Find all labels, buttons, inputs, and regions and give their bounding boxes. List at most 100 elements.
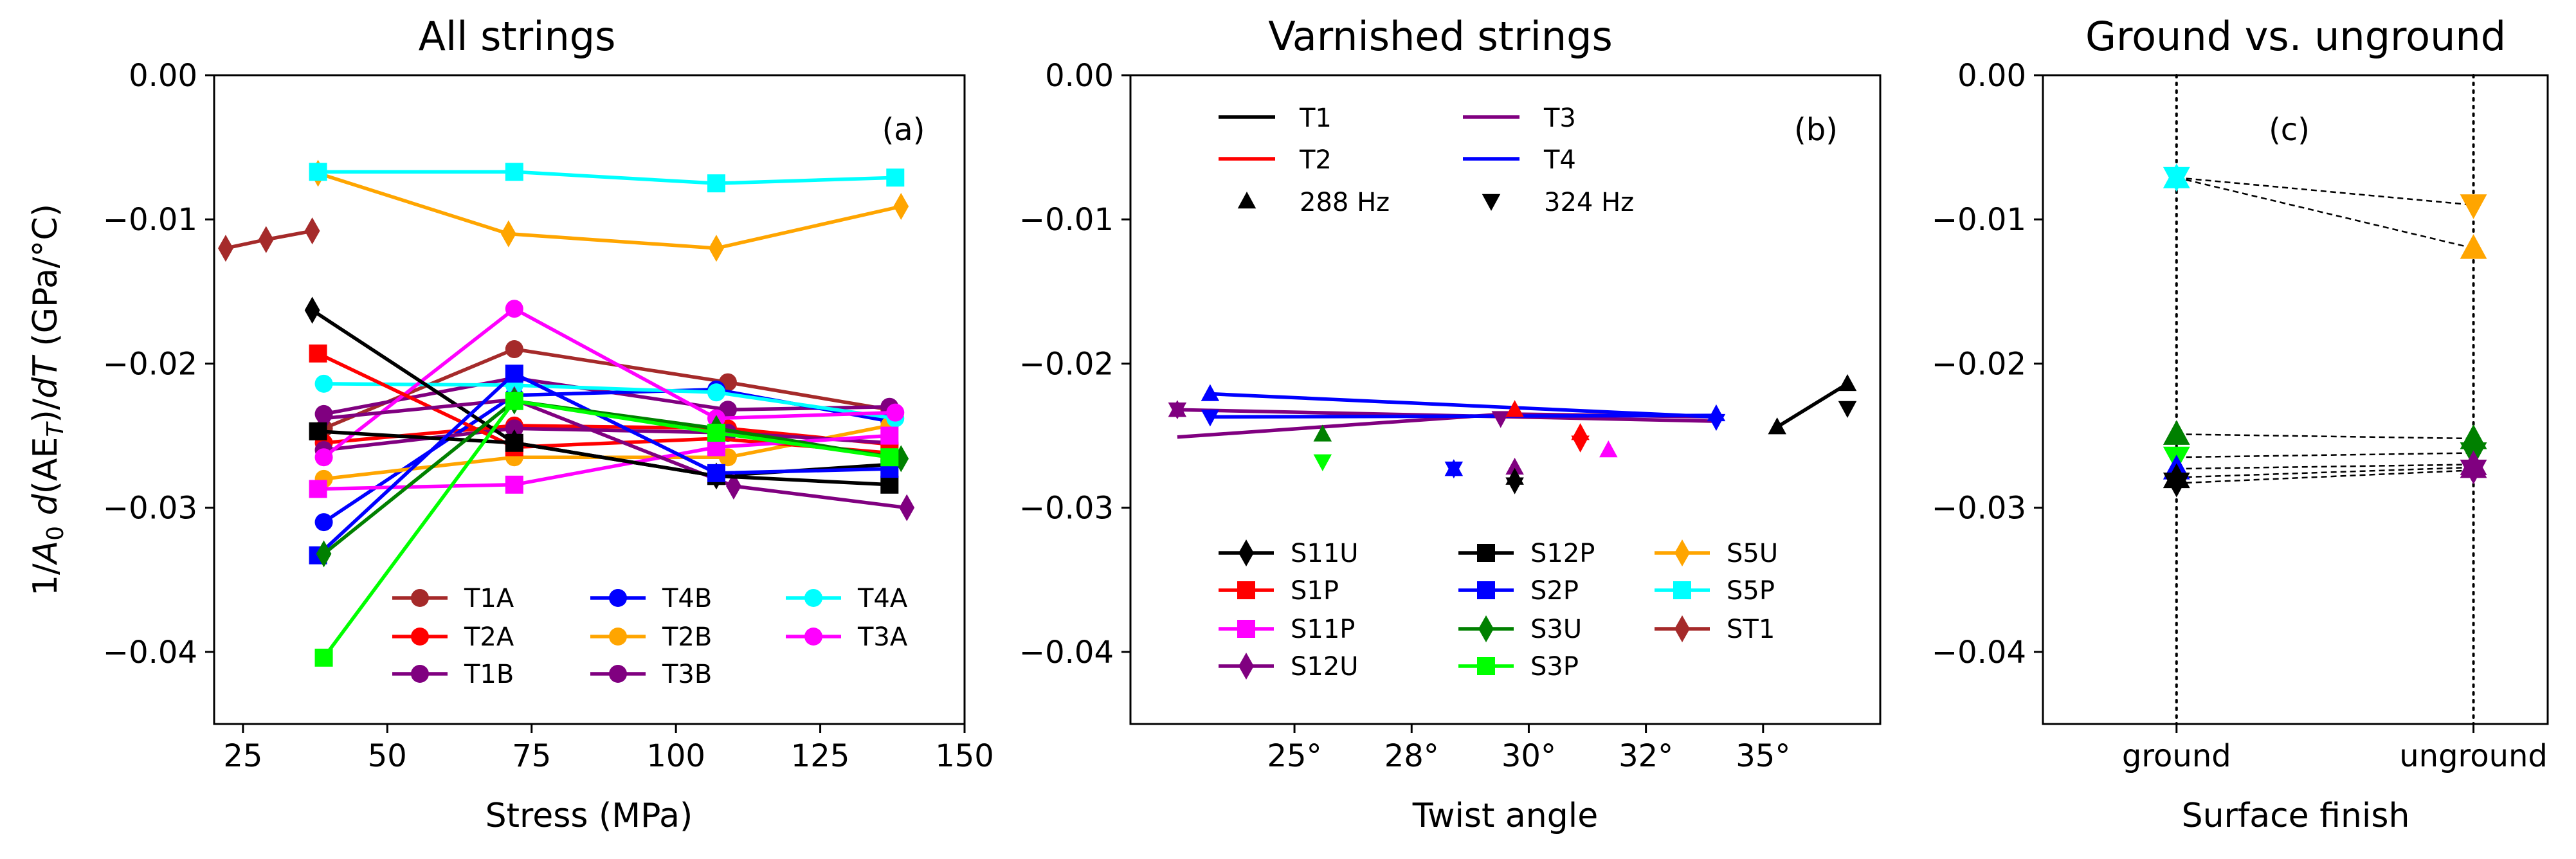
legend-marker [609, 589, 627, 607]
data-point-t3a [886, 403, 905, 422]
y-tick-label: 0.00 [1957, 58, 2026, 94]
panel-b-bottom-legend: S11U S12P S5U S1P S2P S5P S11P S3U ST1 S12U S3P [1219, 539, 1778, 682]
data-point-t3a [314, 448, 333, 467]
series-line-s12p [318, 430, 890, 487]
legend-label-t2a: T2A [464, 622, 514, 652]
pair-connector [2176, 176, 2474, 206]
series-line-s5u [317, 171, 902, 250]
data-point [1168, 402, 1187, 420]
series-line-s3u [322, 399, 902, 556]
legend-marker [804, 589, 822, 607]
data-point [1444, 461, 1464, 479]
legend-label-s12p: S12P [1530, 539, 1595, 568]
pair-connector [2176, 176, 2474, 249]
x-tick-label: 32° [1619, 738, 1673, 774]
legend-marker [609, 628, 627, 646]
data-point [1313, 454, 1332, 471]
legend-marker [1477, 581, 1495, 599]
ground-point [2163, 420, 2190, 445]
data-point-s2p [505, 365, 523, 383]
data-point-s5u [893, 193, 909, 221]
legend-label-t2: T2 [1299, 145, 1332, 175]
legend-label-t4b: T4B [662, 584, 712, 613]
data-point-t4a [707, 383, 725, 402]
data-point-s11p [505, 475, 523, 494]
legend-label-s5p: S5P [1727, 576, 1775, 606]
data-point-s5p [886, 168, 905, 187]
data-point-s3p [505, 392, 523, 410]
pair-connector [2176, 433, 2474, 440]
legend-label-t4: T4 [1543, 145, 1576, 175]
legend-label-t1a: T1A [464, 584, 514, 613]
data-point-s5u [709, 235, 724, 262]
y-tick-label: −0.01 [1019, 202, 1114, 238]
panel-b-plot-area: 0.00 −0.01 −0.02 −0.03 −0.04 25° 28° 30° 32° 35° [1019, 58, 1857, 774]
legend-marker [804, 628, 822, 646]
legend-marker [1237, 581, 1255, 599]
y-tick-label: −0.04 [1932, 635, 2026, 671]
panel-a: All strings 0.00 −0.01 −0.02 −0.03 −0.04 25 50… [26, 13, 994, 835]
data-point-t3b [505, 419, 523, 438]
legend-label-s2p: S2P [1530, 576, 1579, 606]
legend-label-s3u: S3U [1530, 615, 1582, 644]
panel-b-title: Varnished strings [1268, 13, 1613, 60]
data-point-st1 [218, 235, 233, 262]
data-point [1505, 477, 1524, 494]
x-tick-label: 35° [1736, 738, 1790, 774]
x-tick-label-ground: ground [2122, 738, 2231, 774]
data-point-s1p [309, 344, 327, 363]
pair-connector [2176, 466, 2474, 478]
data-point [1571, 435, 1590, 453]
x-tick-label: 100 [646, 738, 705, 774]
legend-marker [1237, 620, 1255, 638]
data-point-s11u [304, 296, 320, 324]
legend-label-t4a: T4A [857, 584, 908, 613]
data-point [1768, 417, 1786, 435]
legend-label-t1b: T1B [464, 660, 514, 689]
panel-a-xlabel: Stress (MPa) [485, 797, 693, 835]
legend-marker [411, 665, 429, 683]
legend-label-t3a: T3A [857, 622, 908, 652]
data-point-s5p [707, 174, 725, 193]
legend-label-t3b: T3B [662, 660, 712, 689]
panel-c: Ground vs. unground 0.00 −0.01 −0.02 −0.03 −… [1932, 13, 2549, 835]
x-tick-label: 75 [512, 738, 551, 774]
legend-label-s5u: S5U [1727, 539, 1778, 568]
legend-marker [411, 589, 429, 607]
y-tick-label: −0.03 [1019, 491, 1114, 527]
pair-connector [2176, 452, 2474, 458]
x-tick-label: 25° [1267, 738, 1322, 774]
y-tick-label: −0.03 [1932, 491, 2026, 527]
y-axis-label: 1/A0 d(AET)/dT (GPa/°C) [26, 204, 69, 596]
data-point [1838, 401, 1857, 418]
legend-label-s11p: S11P [1291, 615, 1355, 644]
unground-point [2460, 234, 2487, 259]
data-point [1505, 457, 1524, 475]
panel-b-frame [1129, 74, 1882, 725]
panel-a-legend: T1A T2A T1B T4B T2B T3B T4A T3A [392, 584, 908, 689]
data-point-s3p [880, 448, 899, 467]
data-point [1313, 424, 1332, 442]
data-point-s12u [899, 494, 915, 521]
legend-label-s3p: S3P [1530, 652, 1579, 682]
legend-label-288-hz: 288 Hz [1300, 188, 1390, 217]
legend-marker [1482, 194, 1501, 211]
series-line-s12u [323, 397, 907, 510]
series-line-t3b [323, 426, 890, 452]
data-point [1201, 384, 1220, 401]
data-point-s5p [505, 163, 523, 181]
data-point-s12p [880, 475, 899, 494]
x-tick-label-unground: unground [2399, 738, 2548, 774]
x-tick-label: 50 [368, 738, 407, 774]
panel-b-xlabel: Twist angle [1412, 797, 1598, 835]
data-point-s5u [500, 220, 516, 248]
y-tick-label: −0.01 [1932, 202, 2026, 238]
data-point-s5p [309, 163, 327, 181]
data-point [1491, 411, 1510, 428]
legend-label-t2b: T2B [662, 622, 712, 652]
unground-point [2460, 459, 2487, 485]
panel-a-frame [213, 74, 966, 725]
pair-connector [2176, 464, 2474, 470]
x-tick-label: 28° [1384, 738, 1439, 774]
